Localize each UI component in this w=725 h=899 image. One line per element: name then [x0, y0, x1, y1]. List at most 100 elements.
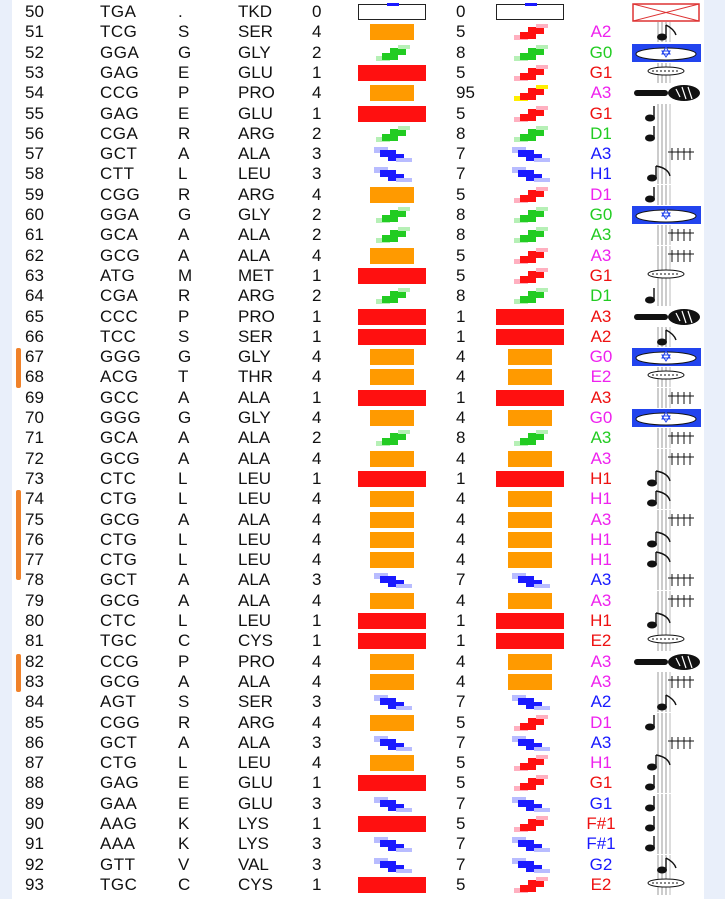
musical-note: A2 [590, 692, 612, 712]
value-1: 3 [312, 793, 322, 813]
amino-acid-code: R [178, 184, 191, 204]
value-2: 7 [456, 732, 466, 752]
bar-1 [370, 207, 414, 223]
value-2: 5 [456, 22, 466, 42]
amino-acid-code: G [178, 347, 192, 367]
codon: ATG [100, 265, 136, 285]
amino-acid-name: GLU [238, 62, 273, 82]
amino-acid-name: LEU [238, 550, 272, 570]
bar-1 [358, 613, 426, 629]
musical-note: H1 [590, 753, 612, 773]
value-2: 8 [456, 225, 466, 245]
amino-acid-name: PRO [238, 83, 275, 103]
value-2: 5 [456, 773, 466, 793]
table-row: 59 CGG R ARG 4 5 D1 [12, 184, 704, 205]
musical-note: H1 [590, 468, 612, 488]
bar-1 [370, 166, 414, 183]
musical-note: A3 [590, 306, 612, 326]
codon: CGG [100, 712, 141, 732]
bar-2 [508, 511, 552, 528]
value-2: 4 [456, 367, 466, 387]
value-2: 4 [456, 550, 466, 570]
position-number: 76 [25, 529, 44, 549]
flag-note-icon [632, 550, 702, 571]
table-row: 74 CTG L LEU 4 4 H1 [12, 489, 704, 510]
amino-acid-code: S [178, 692, 190, 712]
amino-acid-code: P [178, 651, 190, 671]
codon: GCG [100, 590, 141, 610]
amino-acid-name: TKD [238, 2, 272, 21]
position-number: 85 [25, 712, 44, 732]
amino-acid-code: S [178, 22, 190, 42]
value-2: 8 [456, 123, 466, 143]
value-1: 1 [312, 265, 322, 285]
amino-acid-code: G [178, 42, 192, 62]
position-number: 64 [25, 286, 44, 306]
musical-note: A2 [590, 326, 612, 346]
table-row: 91 AAA K LYS 3 7 F#1 [12, 834, 704, 855]
position-number: 70 [25, 408, 44, 427]
codon: GTT [100, 854, 136, 874]
bar-2 [496, 3, 564, 20]
value-1: 1 [312, 387, 322, 407]
codon: CCC [100, 306, 139, 326]
codon: CCG [100, 651, 140, 671]
value-2: 0 [456, 2, 466, 21]
bar-1 [370, 694, 414, 711]
amino-acid-code: E [178, 103, 190, 123]
bar-1 [358, 389, 426, 406]
table-row: 82 CCG P PRO 4 4 A3 [12, 652, 704, 672]
amino-acid-code: A [178, 448, 190, 468]
value-1: 4 [312, 408, 322, 427]
table-row: 56 CGA R ARG 2 8 D1 [12, 123, 704, 144]
bar-2 [508, 694, 552, 711]
musical-note: A3 [590, 448, 612, 468]
position-number: 58 [25, 164, 44, 184]
value-1: 1 [312, 468, 322, 488]
musical-note: G0 [589, 347, 613, 367]
chord-icon [632, 245, 702, 266]
bar-1 [358, 633, 426, 650]
musical-note: A3 [590, 590, 612, 610]
quarter-note-icon [632, 793, 702, 814]
amino-acid-name: LEU [238, 468, 272, 488]
amino-acid-code: A [178, 732, 190, 752]
amino-acid-code: L [178, 753, 188, 773]
codon: GCG [100, 448, 141, 468]
amino-acid-name: SER [238, 326, 273, 346]
value-2: 5 [456, 814, 466, 833]
bar-1 [370, 227, 414, 244]
amino-acid-name: ALA [238, 144, 271, 164]
amino-acid-name: SER [238, 22, 273, 42]
position-number: 86 [25, 732, 44, 752]
table-row: 88 GAG E GLU 1 5 G1 [12, 773, 704, 794]
musical-note: H1 [590, 164, 612, 184]
musical-note: D1 [590, 286, 612, 306]
amino-acid-code: A [178, 225, 190, 245]
position-number: 77 [25, 550, 44, 570]
position-number: 72 [25, 448, 44, 468]
table-row: 57 GCT A ALA 3 7 A3 [12, 144, 704, 165]
amino-acid-code: C [178, 874, 191, 894]
position-number: 78 [25, 570, 44, 590]
table-row: 69 GCC A ALA 1 1 A3 [12, 387, 704, 408]
bar-2 [508, 572, 552, 589]
amino-acid-name: PRO [238, 651, 275, 671]
position-number: 53 [25, 62, 44, 82]
amino-acid-name: ALA [238, 590, 271, 610]
bar-1 [370, 369, 414, 386]
value-1: 2 [312, 428, 322, 448]
eighth-note-icon [632, 22, 702, 43]
table-row: 79 GCG A ALA 4 4 A3 [12, 590, 704, 611]
amino-acid-code: E [178, 793, 190, 813]
amino-acid-name: ARG [238, 286, 275, 306]
bar-1 [370, 572, 414, 589]
bar-2 [508, 105, 552, 122]
bar-1 [370, 44, 414, 61]
value-1: 2 [312, 286, 322, 306]
amino-acid-name: ALA [238, 428, 271, 448]
amino-acid-code: T [178, 367, 189, 387]
cymbal-icon [632, 874, 702, 895]
amino-acid-code: L [178, 164, 188, 184]
cymbal-icon [632, 265, 702, 286]
